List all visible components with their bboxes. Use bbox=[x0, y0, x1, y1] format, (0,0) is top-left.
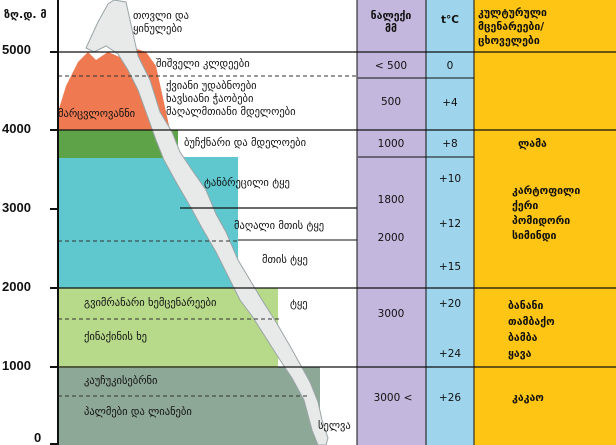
tick-1000: 1000 bbox=[2, 358, 31, 373]
selva-label: სელვა bbox=[318, 420, 351, 432]
temp-value: +4 bbox=[442, 97, 458, 109]
precip-value: 500 bbox=[380, 96, 402, 108]
precipitation-header: ნალექი მმ bbox=[370, 10, 412, 35]
alpine-side-label: მარცვლოვანნი bbox=[58, 108, 136, 120]
dashed-lines bbox=[58, 75, 357, 397]
sub-lines bbox=[238, 77, 474, 241]
tick-0: 0 bbox=[34, 430, 42, 445]
precip-value: < 500 bbox=[374, 60, 408, 72]
precip-value: 2000 bbox=[377, 232, 405, 244]
column-separators bbox=[356, 0, 475, 445]
crops-highland: ლამა bbox=[518, 138, 547, 150]
tick-2000: 2000 bbox=[2, 279, 31, 294]
alpine-zone-label: ქვიანი უდაბნოები ხავსიანი ჭაობები მაღალმ… bbox=[166, 80, 296, 118]
tick-4000: 4000 bbox=[2, 121, 31, 136]
precip-value: 3000 bbox=[377, 308, 405, 320]
evergreen-forest-label: ტყე bbox=[290, 298, 308, 310]
mountain-slope bbox=[85, 0, 329, 445]
crops-column bbox=[474, 0, 616, 445]
tropical-zone-band bbox=[58, 367, 320, 445]
temp-value: +24 bbox=[438, 348, 462, 360]
temperature-column bbox=[426, 0, 474, 445]
snow-zone-label: თოვლი და ყინულები bbox=[133, 10, 189, 35]
crops-tropical: კაკაო bbox=[512, 392, 544, 404]
altitude-lines bbox=[58, 51, 616, 368]
cliffs-zone-label: შიშველი კლდეები bbox=[156, 58, 250, 70]
evergreen-label: გვიმრანარი ხემცენარეები bbox=[84, 297, 217, 309]
precip-value: 3000 < bbox=[373, 392, 413, 404]
y-axis-ticks bbox=[50, 51, 58, 445]
rubber-label: კაუჩუკისებრნი bbox=[84, 375, 158, 387]
temp-value: +8 bbox=[442, 138, 458, 150]
temp-value: 0 bbox=[446, 60, 454, 72]
mountain-forest-label: მთის ტყე bbox=[262, 254, 308, 266]
crops-header: კულტურული მცენარეები/ ცხოველები bbox=[478, 7, 547, 47]
temp-value: +12 bbox=[438, 218, 462, 230]
palms-label: პალმები და ლიანები bbox=[84, 406, 192, 418]
axis-unit-label: ზღ.დ. მ bbox=[4, 8, 47, 21]
temp-value: +10 bbox=[438, 173, 462, 185]
crops-temperate: კარტოფილი ქერი პომიდორი სიმინდი bbox=[512, 185, 581, 242]
tick-3000: 3000 bbox=[2, 200, 31, 215]
cold-forest-label: ტანბრეცილი ტყე bbox=[204, 177, 290, 189]
crops-subtropical: ბანანი თამბაქო ბამბა ყავა bbox=[508, 300, 555, 360]
meadow-zone-label: ბუჩქნარი და მდელოები bbox=[184, 137, 307, 149]
tick-5000: 5000 bbox=[2, 42, 31, 57]
temp-value: +15 bbox=[438, 261, 462, 273]
temperature-header: t°C bbox=[441, 14, 459, 26]
cinchona-label: ქინაქინის ხე bbox=[84, 331, 148, 343]
precipitation-column bbox=[357, 0, 426, 445]
temp-value: +20 bbox=[438, 298, 462, 310]
temp-value: +26 bbox=[438, 392, 462, 404]
high-forest-label: მაღალი მთის ტყე bbox=[234, 220, 325, 232]
precip-value: 1000 bbox=[377, 138, 405, 150]
precip-value: 1800 bbox=[377, 194, 405, 206]
